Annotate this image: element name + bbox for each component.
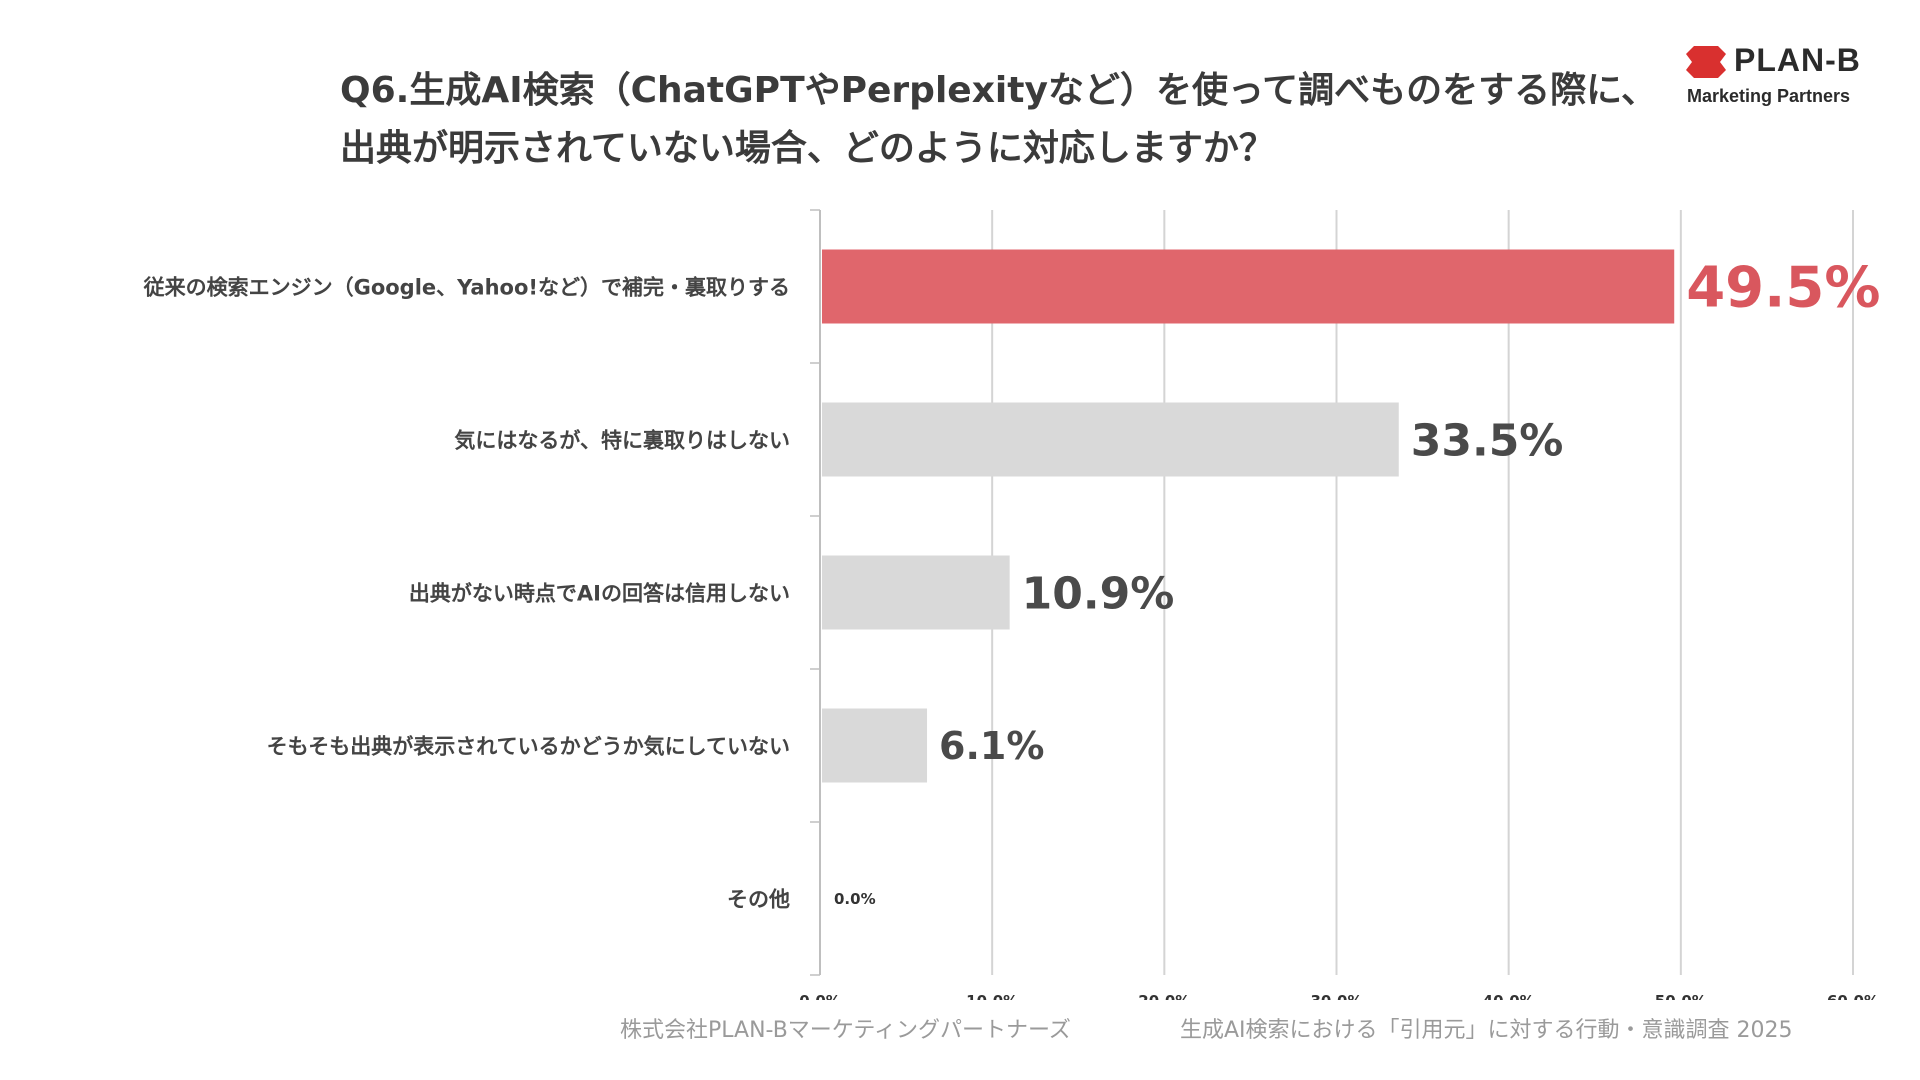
bar-chart: 0.0% 10.0% 20.0% 30.0% 40.0% 50.0% 60.0% 従来の検索エ… (143, 209, 1881, 1000)
data-label: 33.5% (1411, 415, 1564, 466)
x-tick-label: 40.0% (1483, 992, 1535, 1000)
bar (822, 555, 1010, 630)
logo-name: PLAN-B (1734, 42, 1861, 78)
x-tick-label: 0.0% (799, 992, 841, 1000)
category-label: 気にはなるが、特に裏取りはしない (454, 429, 790, 453)
data-label: 49.5% (1686, 256, 1880, 321)
data-label: 6.1% (939, 724, 1044, 768)
title-line-2: 出典が明示されていない場合、どのように対応しますか？ (340, 128, 1275, 169)
bar (822, 402, 1399, 477)
plan-b-logo: PLAN-B Marketing Partners (1686, 42, 1896, 112)
bar (822, 249, 1675, 324)
bar (822, 708, 928, 783)
x-tick-label: 20.0% (1138, 992, 1190, 1000)
data-label: 10.9% (1022, 568, 1175, 619)
category-label: 従来の検索エンジン（Google、Yahoo!など）で補完・裏取りする (143, 276, 790, 300)
data-label: 0.0% (834, 890, 876, 908)
category-label: その他 (727, 888, 790, 912)
footer-survey-title: 生成AI検索における「引用元」に対する行動・意識調査 2025 (1180, 1018, 1793, 1043)
title-line-1: Q6.生成AI検索（ChatGPTやPerplexityなど）を使って調べものを… (340, 70, 1658, 111)
plan-b-logo-icon (1686, 46, 1726, 78)
x-tick-label: 30.0% (1310, 992, 1362, 1000)
logo-tagline: Marketing Partners (1687, 86, 1851, 106)
category-label: そもそも出典が表示されているかどうか気にしていない (267, 735, 790, 759)
x-tick-label: 60.0% (1827, 992, 1879, 1000)
chart-title: Q6.生成AI検索（ChatGPTやPerplexityなど）を使って調べものを… (340, 62, 1658, 178)
x-tick-label: 10.0% (966, 992, 1018, 1000)
category-label: 出典がない時点でAIの回答は信用しない (409, 582, 790, 606)
x-tick-label: 50.0% (1655, 992, 1707, 1000)
footer-company: 株式会社PLAN-Bマーケティングパートナーズ (620, 1018, 1071, 1043)
